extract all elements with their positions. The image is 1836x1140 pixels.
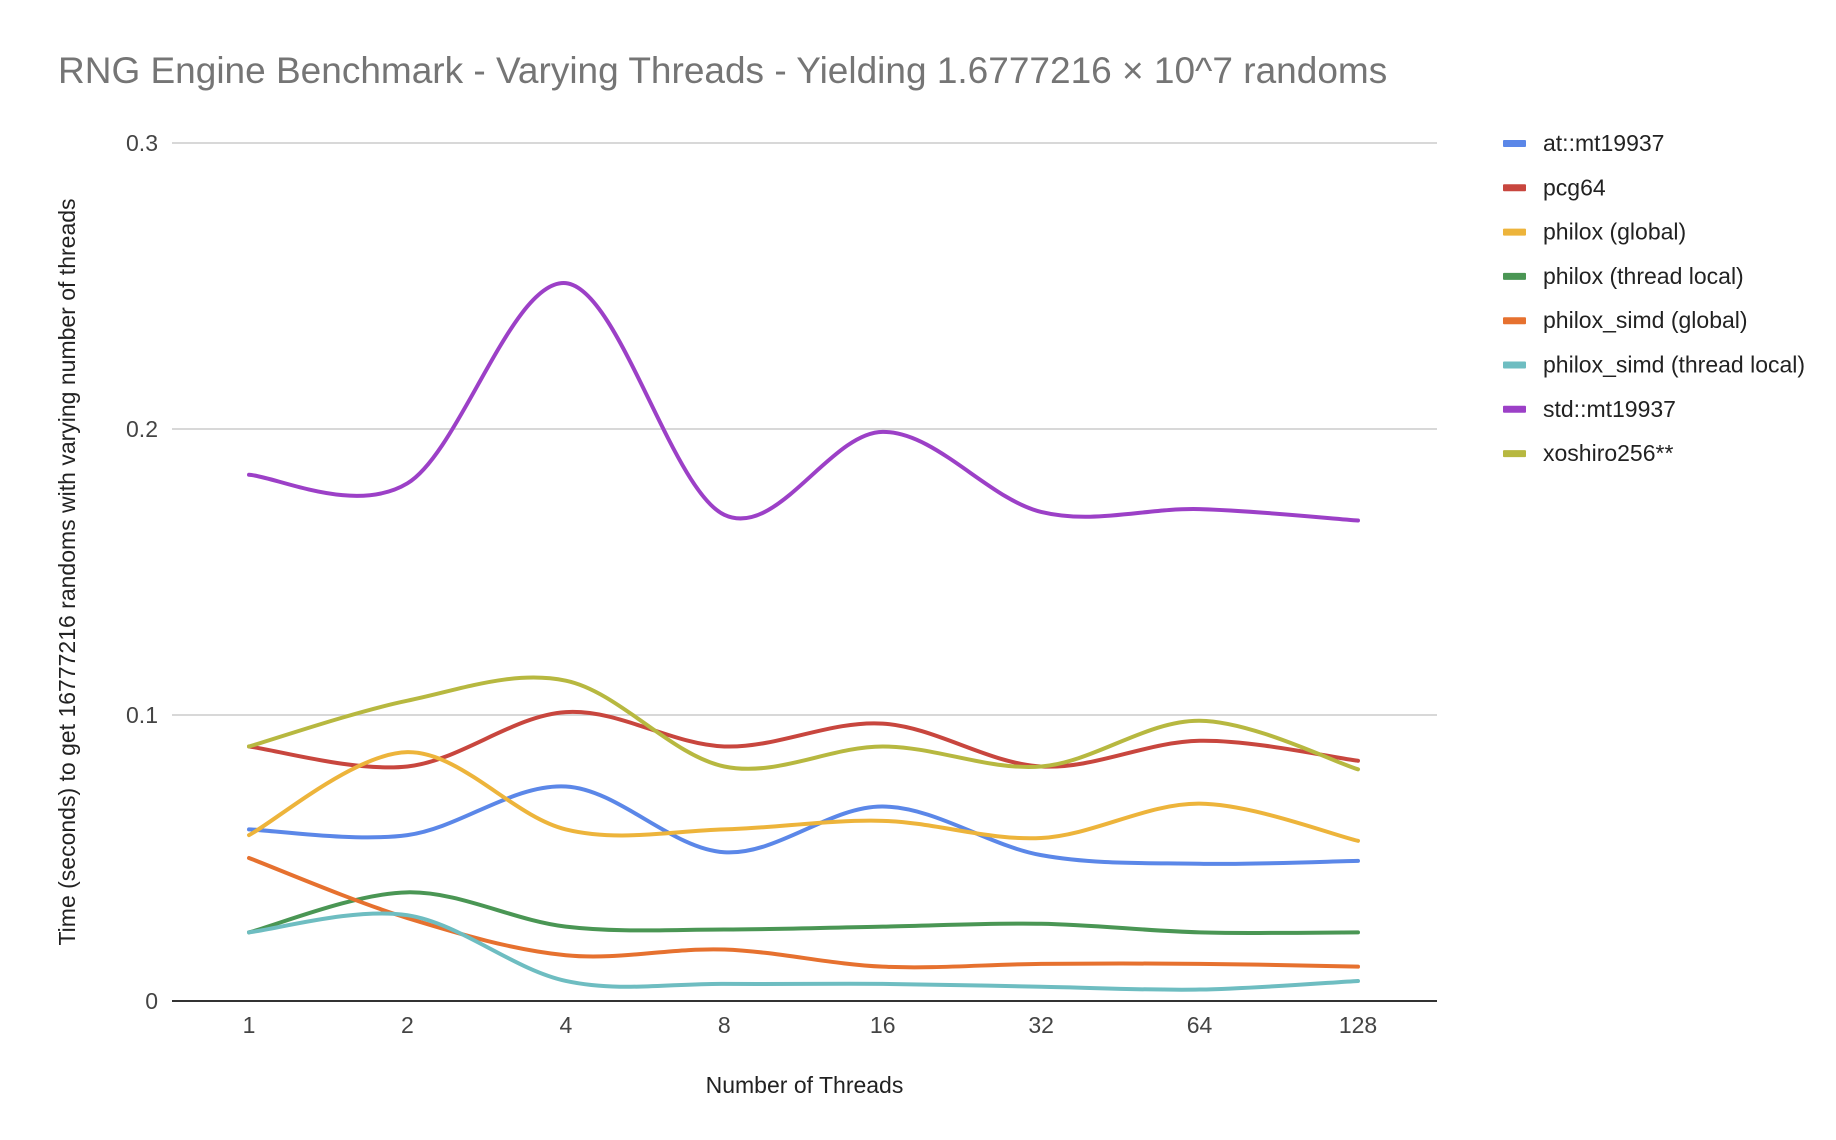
- series-line-philox-simd-global: [247, 856, 1360, 970]
- series-line-philox-thread-local: [247, 890, 1360, 935]
- y-axis-title: Time (seconds) to get 16777216 randoms w…: [54, 198, 80, 945]
- chart-title: RNG Engine Benchmark - Varying Threads -…: [58, 50, 1387, 91]
- x-tick-label: 1: [243, 1012, 256, 1038]
- series-line-philox-simd-thread-local: [247, 911, 1360, 992]
- series-lines: [247, 281, 1360, 992]
- x-tick-label: 64: [1187, 1012, 1213, 1038]
- y-tick-label: 0.2: [126, 416, 158, 442]
- x-tick-label: 32: [1028, 1012, 1054, 1038]
- series-line-philox-global: [247, 750, 1360, 843]
- legend-label-philox-simd-thread-local: philox_simd (thread local): [1543, 352, 1805, 378]
- y-tick-label: 0.3: [126, 130, 158, 156]
- x-tick-label: 4: [559, 1012, 572, 1038]
- legend-swatch-philox-thread-local: [1503, 272, 1526, 280]
- legend-label-philox-simd-global: philox_simd (global): [1543, 307, 1748, 333]
- legend-swatch-philox-global: [1503, 228, 1526, 236]
- x-tick-label: 128: [1339, 1012, 1377, 1038]
- legend-label-at-mt19937: at::mt19937: [1543, 130, 1664, 156]
- series-line-xoshiro256: [247, 675, 1360, 772]
- y-tick-label: 0: [145, 988, 158, 1014]
- y-axis-ticks: 0 0.1 0.2 0.3: [126, 130, 158, 1014]
- legend-label-std-mt19937: std::mt19937: [1543, 396, 1676, 422]
- legend-swatch-philox-simd-thread-local: [1503, 361, 1526, 369]
- y-tick-label: 0.1: [126, 702, 158, 728]
- series-line-std-mt19937: [247, 281, 1360, 523]
- x-tick-label: 16: [870, 1012, 896, 1038]
- x-axis-title: Number of Threads: [706, 1072, 904, 1098]
- x-tick-label: 2: [401, 1012, 414, 1038]
- legend-swatch-pcg64: [1503, 184, 1526, 192]
- legend-swatch-philox-simd-global: [1503, 317, 1526, 325]
- x-tick-label: 8: [718, 1012, 731, 1038]
- legend-swatch-xoshiro256: [1503, 450, 1526, 458]
- series-line-pcg64: [247, 709, 1360, 770]
- legend-label-pcg64: pcg64: [1543, 174, 1606, 200]
- legend-label-xoshiro256: xoshiro256**: [1543, 440, 1673, 466]
- x-axis-ticks: 1 2 4 8 16 32 64 128: [243, 1012, 1378, 1038]
- legend-swatch-std-mt19937: [1503, 405, 1526, 413]
- gridlines: [172, 142, 1437, 716]
- legend-label-philox-thread-local: philox (thread local): [1543, 263, 1744, 289]
- legend-swatch-at-mt19937: [1503, 140, 1526, 147]
- legend-label-philox-global: philox (global): [1543, 219, 1686, 245]
- series-line-at-mt19937: [247, 784, 1360, 866]
